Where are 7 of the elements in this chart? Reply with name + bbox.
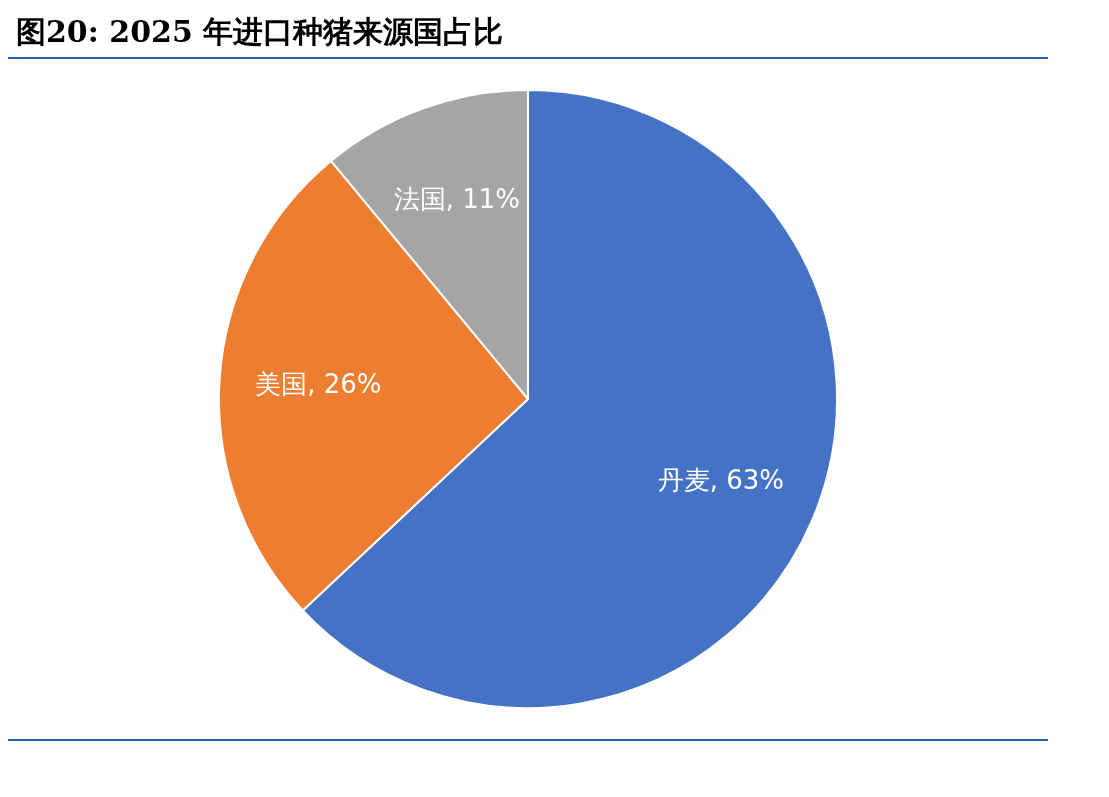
slice-label: 法国 [393,184,446,215]
chart-title: 图20: 2025 年进口种猪来源国占比 [8,8,1048,59]
data-label: , 11% [445,184,520,215]
slice-label: 美国 [255,368,308,399]
slice-label: 丹麦 [657,465,710,496]
data-label: , 63% [709,465,785,496]
data-label: , 26% [307,368,382,399]
